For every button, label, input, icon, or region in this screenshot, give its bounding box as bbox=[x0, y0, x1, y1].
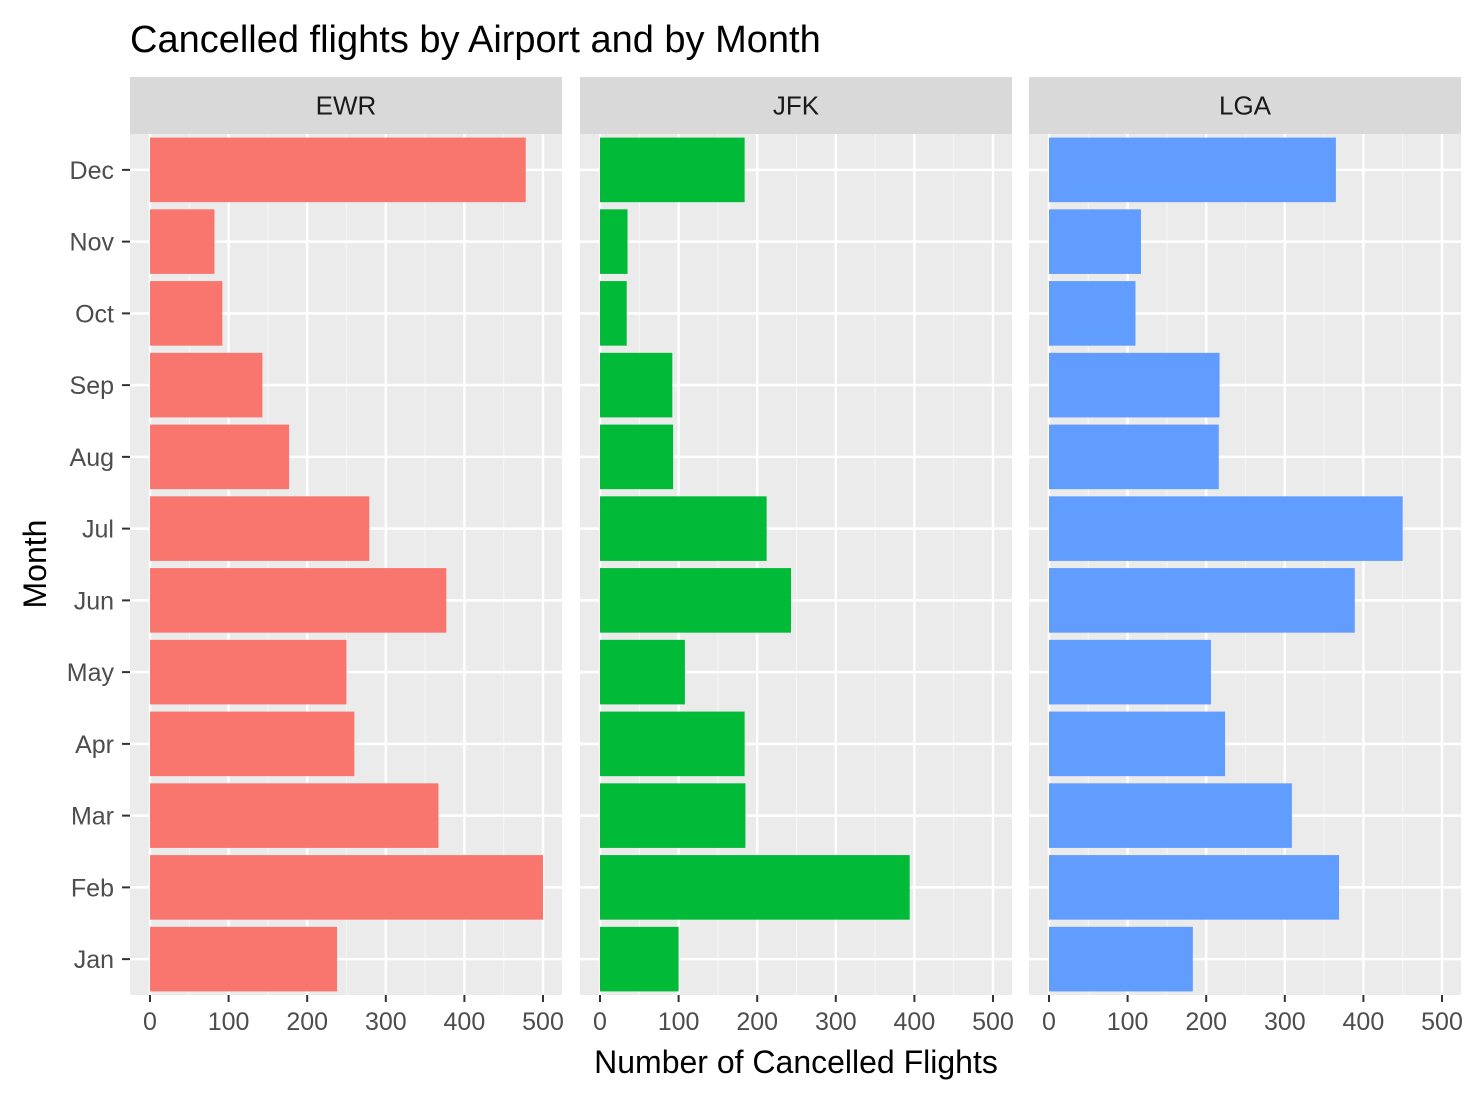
bar-lga-sep bbox=[1049, 352, 1220, 418]
x-tick-label: 200 bbox=[286, 1008, 328, 1036]
y-axis-title: Month bbox=[17, 520, 53, 609]
bar-lga-feb bbox=[1049, 855, 1340, 920]
bar-lga-jun bbox=[1049, 568, 1355, 633]
bar-ewr-jul bbox=[150, 496, 370, 561]
facet-strip bbox=[580, 77, 1012, 134]
x-tick-label: 200 bbox=[736, 1008, 778, 1036]
bar-jfk-jan bbox=[600, 926, 679, 992]
x-tick-label: 100 bbox=[1107, 1008, 1149, 1036]
x-tick-label: 300 bbox=[365, 1008, 407, 1036]
bar-ewr-jan bbox=[150, 926, 338, 992]
bar-jfk-apr bbox=[600, 711, 745, 777]
bar-jfk-may bbox=[600, 639, 685, 705]
x-tick-label: 0 bbox=[1042, 1008, 1056, 1036]
bar-ewr-apr bbox=[150, 711, 355, 777]
bar-jfk-dec bbox=[600, 137, 745, 203]
y-tick-label: Nov bbox=[70, 229, 115, 257]
x-tick-label: 0 bbox=[143, 1008, 157, 1036]
x-axis-title: Number of Cancelled Flights bbox=[594, 1044, 998, 1080]
facet-strip-label: JFK bbox=[773, 91, 820, 121]
bar-lga-aug bbox=[1049, 424, 1219, 490]
bar-ewr-may bbox=[150, 639, 347, 705]
facet-ewr: EWR 0 100 200 300 400 500 bbox=[130, 77, 564, 1036]
bar-jfk-nov bbox=[600, 209, 628, 274]
facet-strip bbox=[130, 77, 562, 134]
bar-ewr-dec bbox=[150, 137, 526, 203]
facet-strip-label: LGA bbox=[1219, 91, 1272, 121]
bar-ewr-sep bbox=[150, 352, 263, 418]
x-tick-label: 100 bbox=[658, 1008, 700, 1036]
x-tick-label: 500 bbox=[522, 1008, 564, 1036]
x-tick-label: 400 bbox=[894, 1008, 936, 1036]
bar-ewr-jun bbox=[150, 568, 447, 633]
x-tick-label: 300 bbox=[815, 1008, 857, 1036]
bar-lga-mar bbox=[1049, 783, 1292, 848]
bar-lga-dec bbox=[1049, 137, 1336, 203]
y-tick-label: Feb bbox=[71, 874, 114, 902]
y-tick-label: Aug bbox=[70, 444, 114, 472]
y-tick-label: Apr bbox=[75, 731, 114, 759]
x-tick-label: 100 bbox=[208, 1008, 250, 1036]
y-tick-label: Dec bbox=[70, 157, 114, 185]
bar-ewr-feb bbox=[150, 855, 543, 920]
bar-lga-jan bbox=[1049, 926, 1193, 992]
x-tick-label: 500 bbox=[972, 1008, 1014, 1036]
facet-jfk: JFK 0 100 200 300 400 500 bbox=[580, 77, 1014, 1036]
bar-lga-oct bbox=[1049, 281, 1136, 346]
facet-strip bbox=[1029, 77, 1461, 134]
y-axis: Jan Feb Mar Apr May Jun Jul Aug Sep Oct Nov Dec bbox=[67, 157, 130, 974]
facet-lga: LGA 0 100 200 300 400 500 bbox=[1029, 77, 1463, 1036]
facet-strip-label: EWR bbox=[316, 91, 377, 121]
y-tick-label: Oct bbox=[75, 300, 114, 328]
bar-ewr-oct bbox=[150, 281, 223, 346]
bar-jfk-jul bbox=[600, 496, 767, 561]
bar-jfk-mar bbox=[600, 783, 746, 848]
y-tick-label: Mar bbox=[71, 803, 114, 831]
bar-jfk-aug bbox=[600, 424, 674, 490]
y-tick-label: Jun bbox=[74, 587, 114, 615]
bar-jfk-sep bbox=[600, 352, 673, 418]
bar-lga-may bbox=[1049, 639, 1211, 705]
x-tick-label: 0 bbox=[593, 1008, 607, 1036]
x-tick-label: 400 bbox=[1343, 1008, 1385, 1036]
x-tick-label: 200 bbox=[1185, 1008, 1227, 1036]
x-tick-label: 500 bbox=[1421, 1008, 1463, 1036]
chart-title: Cancelled flights by Airport and by Mont… bbox=[130, 19, 821, 61]
bar-lga-apr bbox=[1049, 711, 1226, 777]
y-tick-label: Jan bbox=[74, 946, 114, 974]
bar-ewr-nov bbox=[150, 209, 215, 274]
y-tick-label: May bbox=[67, 659, 115, 687]
x-tick-label: 300 bbox=[1264, 1008, 1306, 1036]
y-tick-label: Jul bbox=[82, 516, 114, 544]
bar-jfk-oct bbox=[600, 281, 627, 346]
bar-jfk-feb bbox=[600, 855, 910, 920]
bar-lga-nov bbox=[1049, 209, 1141, 274]
y-tick-label: Sep bbox=[70, 372, 114, 400]
bar-jfk-jun bbox=[600, 568, 791, 633]
bar-ewr-mar bbox=[150, 783, 439, 848]
bar-lga-jul bbox=[1049, 496, 1403, 561]
x-tick-label: 400 bbox=[444, 1008, 486, 1036]
bar-ewr-aug bbox=[150, 424, 290, 490]
